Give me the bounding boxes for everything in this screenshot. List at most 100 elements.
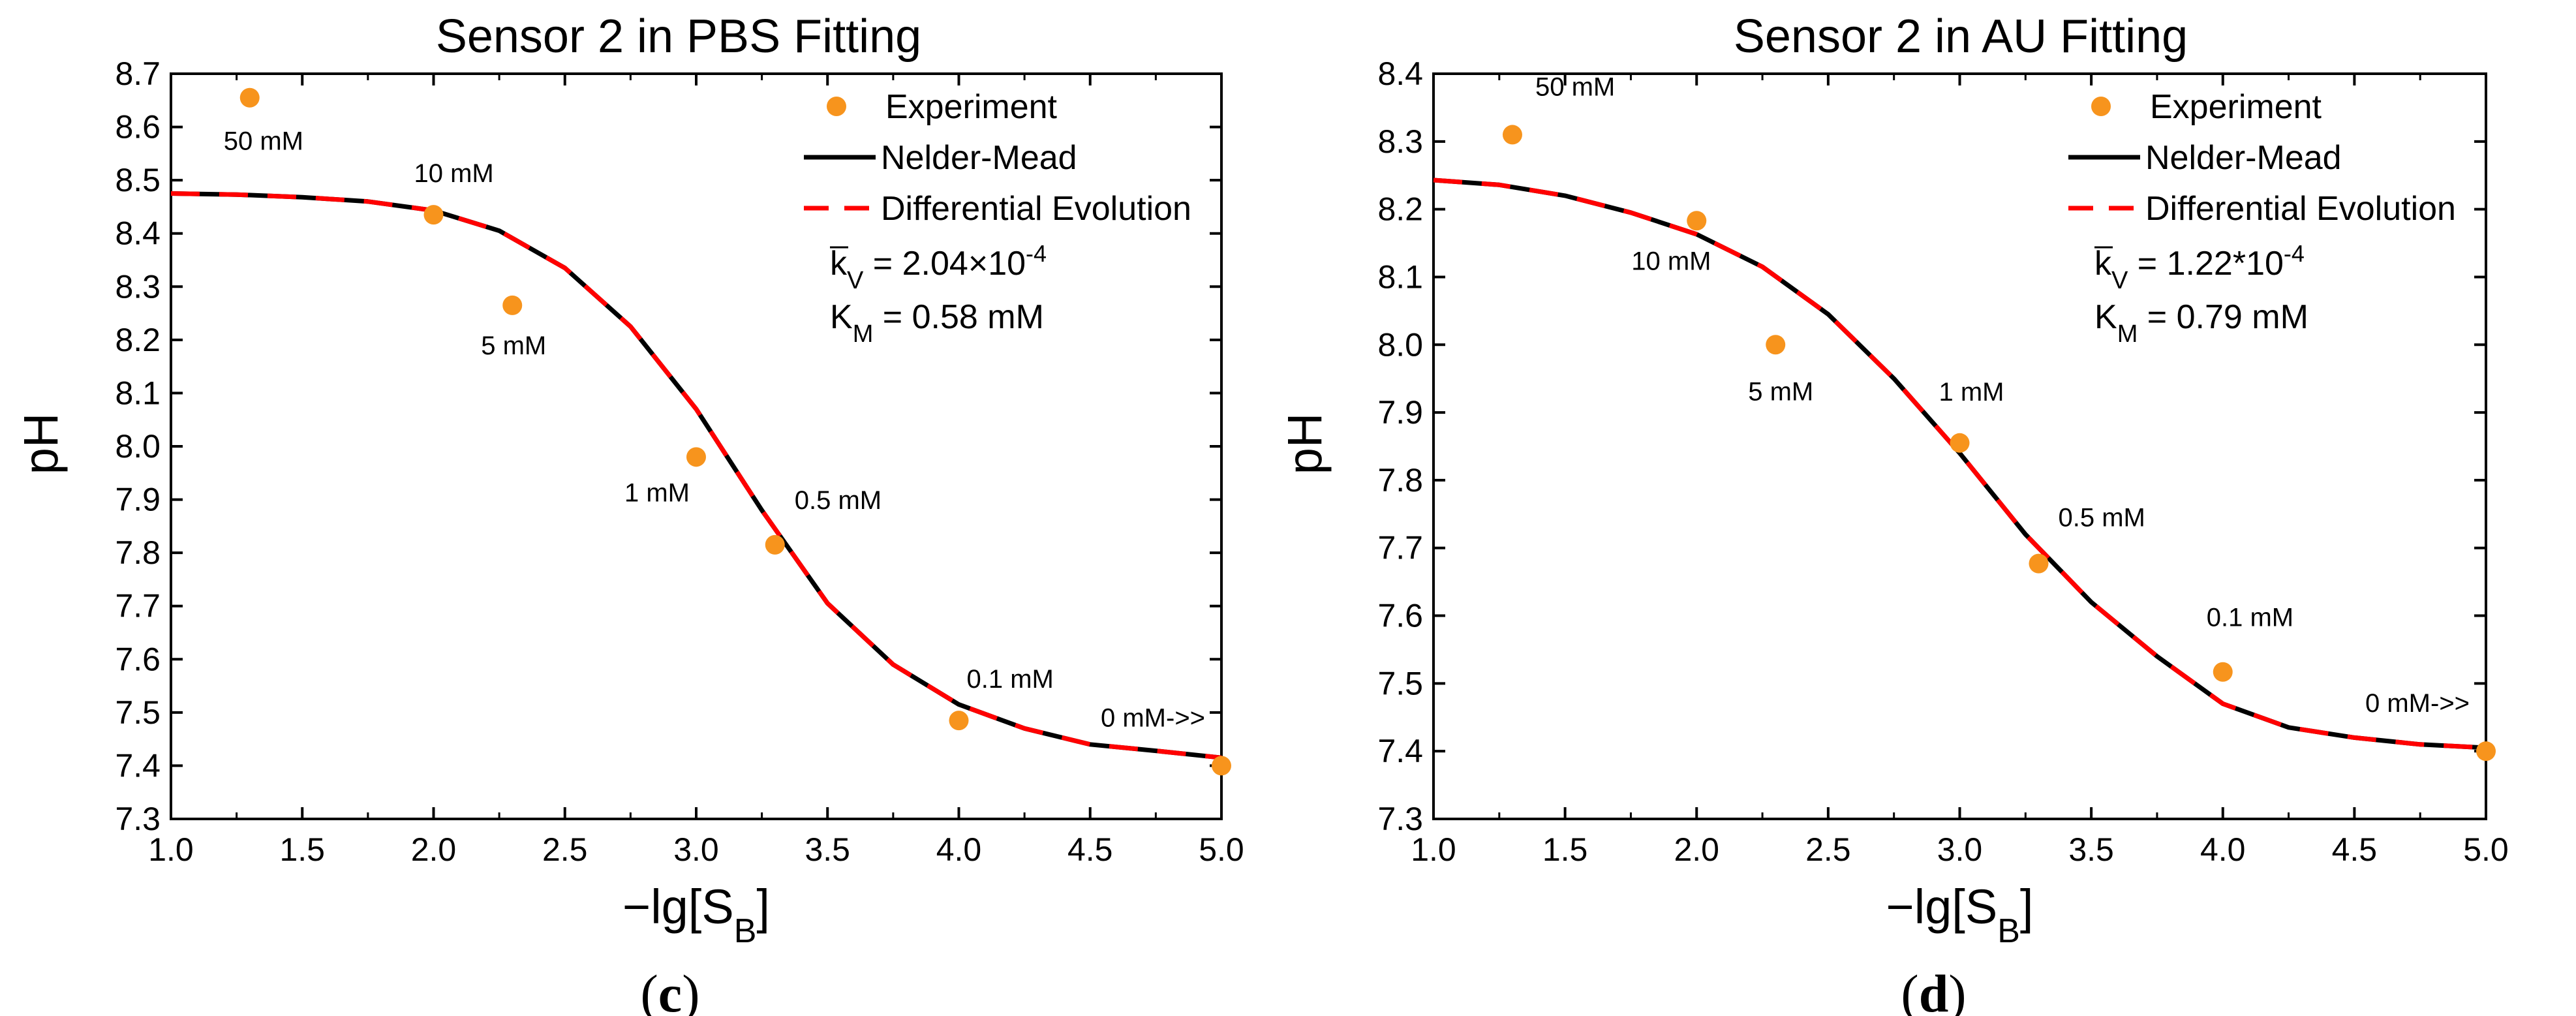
- panel-label: (d): [1901, 964, 1966, 1016]
- y-tick-label: 8.4: [115, 215, 161, 252]
- point-label: 0.5 mM: [795, 486, 882, 515]
- experiment-point: [1687, 211, 1707, 231]
- y-tick-label: 8.7: [115, 55, 161, 92]
- y-tick-label: 7.3: [115, 801, 161, 837]
- y-tick-label: 7.8: [1377, 462, 1423, 499]
- experiment-point: [1212, 756, 1231, 776]
- y-tick-label: 8.0: [115, 428, 161, 465]
- x-tick-label: 4.0: [936, 831, 982, 868]
- x-tick-label: 3.5: [2068, 831, 2114, 868]
- y-tick-label: 8.3: [1377, 123, 1423, 160]
- experiment-point: [686, 447, 706, 467]
- y-tick-label: 7.7: [115, 588, 161, 624]
- experiment-point: [765, 534, 785, 555]
- legend-experiment-label: Experiment: [2150, 88, 2322, 126]
- point-label: 0.5 mM: [2058, 504, 2145, 532]
- x-tick-label: 3.0: [1937, 831, 1983, 868]
- y-tick-label: 8.1: [1377, 258, 1423, 295]
- legend-experiment-label: Experiment: [885, 88, 1058, 126]
- legend-nelder-mead-label: Nelder-Mead: [2145, 139, 2342, 177]
- y-tick-label: 8.1: [115, 375, 161, 411]
- legend-experiment-marker: [2091, 97, 2111, 116]
- point-label: 50 mM: [1535, 72, 1615, 101]
- nelder-mead-curve: [1433, 177, 2487, 750]
- x-tick-label: 2.5: [1805, 831, 1851, 868]
- experiment-point: [1950, 433, 1970, 453]
- point-label: 1 mM: [624, 478, 690, 507]
- x-tick-label: 1.5: [1542, 831, 1588, 868]
- point-label: 0 mM->>: [1101, 703, 1205, 732]
- y-axis-label: pH: [14, 413, 68, 475]
- y-tick-label: 8.2: [1377, 191, 1423, 228]
- point-label: 10 mM: [414, 159, 494, 188]
- x-tick-label: 2.0: [1674, 831, 1719, 868]
- x-axis-label: −lg[SB]: [1886, 880, 2034, 950]
- point-label: 0 mM->>: [2365, 689, 2470, 718]
- x-tick-label: 2.5: [542, 831, 588, 868]
- legend-nelder-mead-label: Nelder-Mead: [881, 139, 1077, 177]
- y-tick-label: 7.3: [1377, 801, 1423, 837]
- y-tick-label: 7.5: [1377, 665, 1423, 701]
- experiment-point: [2476, 741, 2496, 762]
- y-tick-label: 7.4: [1377, 733, 1423, 769]
- x-tick-label: 1.5: [279, 831, 325, 868]
- differential-evolution-curve: [170, 191, 1222, 760]
- x-tick-label: 4.5: [1067, 831, 1113, 868]
- chart-title: Sensor 2 in PBS Fitting: [436, 10, 921, 63]
- x-tick-label: 4.5: [2332, 831, 2378, 868]
- y-tick-label: 7.9: [1377, 394, 1423, 431]
- y-tick-label: 8.5: [115, 162, 161, 198]
- x-tick-label: 3.0: [673, 831, 719, 868]
- y-tick-label: 7.9: [115, 482, 161, 518]
- y-tick-label: 7.4: [115, 747, 161, 784]
- point-label: 5 mM: [1748, 377, 1813, 406]
- experiment-point: [1766, 335, 1786, 355]
- point-label: 0.1 mM: [2207, 604, 2293, 632]
- differential-evolution-curve: [1433, 177, 2487, 750]
- experiment-point: [239, 87, 260, 108]
- legend-experiment-marker: [827, 97, 846, 116]
- panel-label: (c): [640, 964, 699, 1016]
- legend-kv-text: kV = 2.04×10-4: [830, 240, 1047, 295]
- y-tick-label: 8.4: [1377, 55, 1423, 92]
- chart-panel-c: Sensor 2 in PBS Fitting 1.0 1.5 2.0 2.5 3.0 3.…: [14, 10, 1244, 1016]
- y-tick-label: 7.5: [115, 694, 161, 731]
- experiment-point: [423, 205, 444, 225]
- experiment-point: [502, 295, 523, 315]
- experiment-point: [949, 711, 969, 731]
- y-tick-label: 7.7: [1377, 530, 1423, 566]
- x-tick-label: 5.0: [1199, 831, 1244, 868]
- y-axis-label: pH: [1278, 413, 1332, 475]
- x-tick-label: 1.0: [1411, 831, 1456, 868]
- point-label: 0.1 mM: [967, 665, 1054, 694]
- y-tick-label: 7.8: [115, 534, 161, 571]
- point-label: 1 mM: [1939, 378, 2004, 407]
- x-tick-label: 4.0: [2200, 831, 2246, 868]
- point-label: 10 mM: [1631, 247, 1711, 275]
- point-label: 5 mM: [481, 331, 546, 360]
- x-tick-label: 1.0: [148, 831, 194, 868]
- legend-differential-evolution-label: Differential Evolution: [881, 190, 1191, 228]
- legend-km-text: KM = 0.79 mM: [2094, 298, 2308, 348]
- y-tick-label: 7.6: [115, 641, 161, 677]
- y-tick-label: 8.6: [115, 109, 161, 146]
- experiment-point: [2213, 662, 2233, 682]
- x-tick-label: 2.0: [411, 831, 457, 868]
- legend-kv-text: kV = 1.22*10-4: [2094, 240, 2305, 295]
- legend-km-text: KM = 0.58 mM: [830, 298, 1044, 348]
- x-tick-label: 3.5: [805, 831, 850, 868]
- plot-frame: [170, 72, 1223, 820]
- y-tick-label: 8.0: [1377, 326, 1423, 363]
- legend-differential-evolution-label: Differential Evolution: [2145, 190, 2456, 228]
- experiment-point: [2029, 553, 2049, 574]
- y-tick-label: 8.2: [115, 322, 161, 358]
- y-tick-label: 7.6: [1377, 598, 1423, 634]
- point-label: 50 mM: [224, 127, 303, 156]
- chart-panel-d: Sensor 2 in AU Fitting 1.0 1.5 2.0 2.5 3.0 3.5…: [1278, 10, 2509, 1016]
- x-axis-label: −lg[SB]: [622, 880, 770, 950]
- experiment-point: [1502, 125, 1522, 145]
- nelder-mead-curve: [170, 191, 1222, 760]
- y-tick-label: 8.3: [115, 268, 161, 305]
- x-tick-label: 5.0: [2463, 831, 2509, 868]
